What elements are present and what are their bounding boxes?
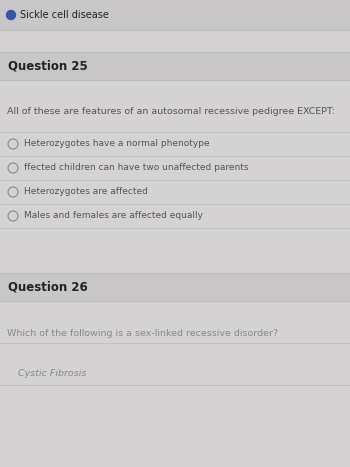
Text: Question 25: Question 25 [8,59,88,72]
Bar [0,343,350,363]
Bar [0,204,350,228]
Text: Heterozygotes have a normal phenotype: Heterozygotes have a normal phenotype [24,140,210,149]
Bar [0,0,350,30]
Text: Sickle cell disease: Sickle cell disease [20,10,109,20]
Bar [0,323,350,343]
Text: Heterozygotes are affected: Heterozygotes are affected [24,187,148,197]
Bar [0,132,350,156]
Text: Which of the following is a sex-linked recessive disorder?: Which of the following is a sex-linked r… [7,328,278,338]
Bar [0,273,350,301]
Text: Cystic Fibrosis: Cystic Fibrosis [18,369,86,378]
Bar [0,156,350,180]
Text: Question 26: Question 26 [8,281,88,293]
Bar [0,80,350,100]
Text: Males and females are affected equally: Males and females are affected equally [24,212,203,220]
Bar [0,301,350,323]
Bar [0,385,350,467]
Bar [0,52,350,80]
Text: All of these are features of an autosomal recessive pedigree EXCEPT:: All of these are features of an autosoma… [7,106,335,115]
Bar [0,100,350,122]
Bar [0,30,350,52]
Bar [0,228,350,273]
Text: ffected children can have two unaffected parents: ffected children can have two unaffected… [24,163,248,172]
Bar [0,363,350,385]
Bar [0,180,350,204]
Circle shape [7,10,15,20]
